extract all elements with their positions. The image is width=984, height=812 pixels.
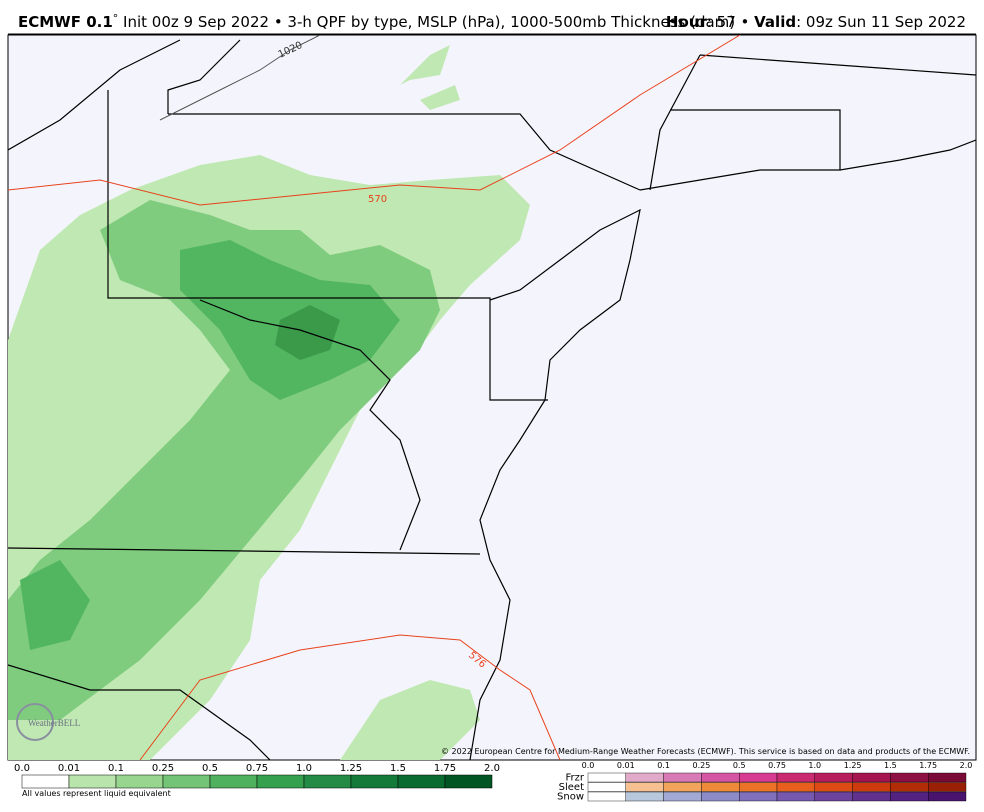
ptype-swatch — [776, 772, 815, 783]
ptype-scale-label: 0.0 — [582, 761, 595, 770]
ptype-swatch — [852, 782, 891, 792]
ptype-scale-label: 0.01 — [617, 761, 635, 770]
ptype-swatch — [739, 791, 778, 802]
ptype-swatch — [663, 791, 702, 802]
ptype-scale-label: 1.75 — [919, 761, 937, 770]
ptype-swatch — [928, 791, 967, 802]
rain-scale-label: 0.0 — [14, 763, 30, 774]
ptype-swatch — [701, 772, 740, 783]
rain-scale-label: 1.75 — [434, 763, 456, 774]
ptype-swatch — [663, 772, 702, 783]
ptype-scale-label: 1.25 — [844, 761, 862, 770]
map: 1020 570 576 WeatherBELL © 2022 European… — [7, 34, 977, 761]
thickness-contours — [8, 35, 741, 760]
ptype-swatch — [890, 772, 929, 783]
rain-swatch — [21, 774, 70, 789]
isobar — [159, 35, 321, 121]
rain-swatch — [68, 774, 117, 789]
ptype-scale-label: 0.25 — [692, 761, 710, 770]
hour: : 57 • — [707, 13, 754, 31]
rain-scale-label: 0.1 — [108, 763, 124, 774]
rain-scale-label: 1.5 — [390, 763, 406, 774]
logo-mark — [16, 703, 54, 741]
ptype-swatch — [852, 772, 891, 783]
ptype-scale-label: 0.75 — [768, 761, 786, 770]
ptype-scale-label: 1.5 — [884, 761, 897, 770]
ptype-swatch — [776, 782, 815, 792]
rain-scale-label: 1.25 — [340, 763, 362, 774]
description: Init 00z 9 Sep 2022 • 3-h QPF by type, M… — [118, 13, 735, 31]
boundaries — [8, 39, 976, 760]
rain-swatch — [444, 774, 493, 789]
ptype-swatch — [663, 782, 702, 792]
ptype-swatch — [701, 791, 740, 802]
rain-scale-label: 0.75 — [246, 763, 268, 774]
valid-label: Valid — [754, 13, 796, 31]
ptype-swatch — [625, 772, 664, 783]
hour-label: Hour — [666, 13, 708, 31]
ptype-row-label: Snow — [557, 792, 584, 803]
valid: : 09z Sun 11 Sep 2022 — [796, 13, 966, 31]
ptype-swatch — [587, 791, 626, 802]
ptype-swatch — [625, 791, 664, 802]
ptype-swatch — [814, 772, 853, 783]
ptype-swatch — [814, 782, 853, 792]
ptype-swatch — [776, 791, 815, 802]
ptype-swatch — [928, 782, 967, 792]
ptype-swatch — [928, 772, 967, 783]
rain-swatch — [350, 774, 399, 789]
ptype-swatch — [852, 791, 891, 802]
rain-swatch — [162, 774, 211, 789]
ptype-swatch — [625, 782, 664, 792]
ptype-row-label: Sleet — [559, 782, 584, 793]
ptype-swatch — [890, 791, 929, 802]
legend: 0.0 0.01 0.1 0.25 0.5 0.75 1.0 1.25 1.5 1.75 2.0 Al… — [14, 761, 972, 803]
header-left: ECMWF 0.1° Init 00z 9 Sep 2022 • 3-h QPF… — [18, 12, 735, 31]
thickness-label: 570 — [368, 194, 387, 205]
rain-swatch — [303, 774, 352, 789]
copyright: © 2022 European Centre for Medium-Range … — [441, 747, 970, 756]
rain-swatch — [115, 774, 164, 789]
ptype-swatch — [701, 782, 740, 792]
ptype-swatch — [739, 772, 778, 783]
rain-scale-label: 2.0 — [484, 763, 500, 774]
rain-scale-label: 0.5 — [202, 763, 218, 774]
degree: ° — [113, 12, 119, 25]
ptype-scale-label: 2.0 — [960, 761, 973, 770]
ptype-scale-label: 0.1 — [657, 761, 670, 770]
rain-scale-label: 0.01 — [58, 763, 80, 774]
ptype-scale-label: 0.5 — [733, 761, 746, 770]
rain-swatch — [256, 774, 305, 789]
rain-swatch — [209, 774, 258, 789]
ptype-swatch — [587, 782, 626, 792]
ptype-swatch — [587, 772, 626, 783]
rain-swatch — [397, 774, 446, 789]
logo: WeatherBELL — [28, 718, 80, 728]
legend-note: All values represent liquid equivalent — [22, 789, 171, 798]
rain-scale-label: 1.0 — [296, 763, 312, 774]
ptype-swatch — [890, 782, 929, 792]
header-right: Hour: 57 • Valid: 09z Sun 11 Sep 2022 — [666, 13, 966, 31]
ptype-swatch — [814, 791, 853, 802]
rain-scale-label: 0.25 — [152, 763, 174, 774]
ptype-row-label: Frzr — [566, 773, 585, 784]
ptype-scale-label: 1.0 — [808, 761, 821, 770]
model: ECMWF 0.1 — [18, 13, 113, 31]
ptype-swatch — [739, 782, 778, 792]
